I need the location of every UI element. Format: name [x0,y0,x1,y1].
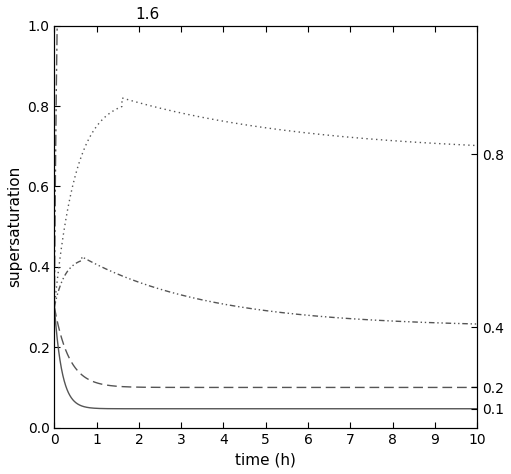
Y-axis label: supersaturation: supersaturation [7,166,22,287]
X-axis label: time (h): time (h) [236,452,296,467]
Text: 1.6: 1.6 [135,7,159,22]
